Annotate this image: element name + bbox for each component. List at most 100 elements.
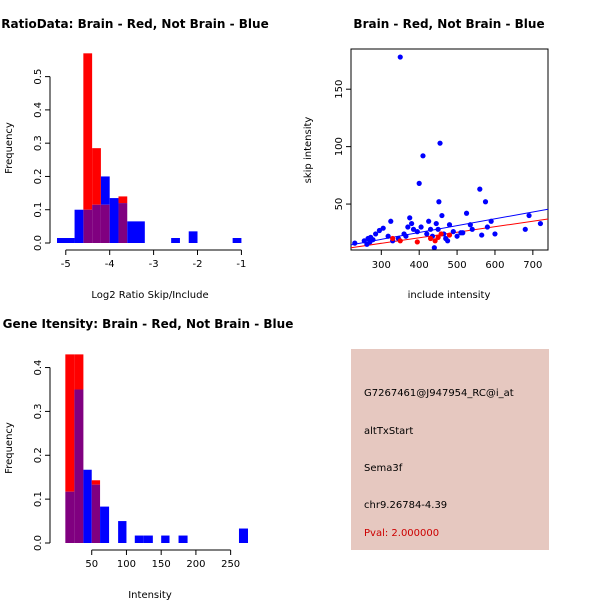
ratio-bar-overlap	[92, 204, 101, 243]
scatter-point-brain	[438, 231, 444, 237]
ratio-histogram-plot: -5 -4 -3 -2 -1 0.0 0.1 0.2 0.3 0.4 0.5	[33, 53, 246, 270]
gene-bar-not-brain	[134, 535, 144, 543]
ratio-bar-not-brain	[188, 231, 198, 243]
gene-bar-brain	[74, 354, 84, 390]
ratio-x-tick-label: -1	[236, 259, 246, 270]
gene-bar-not-brain	[100, 506, 110, 543]
scatter-point-brain	[432, 238, 438, 244]
ratio-histogram-xlabel: Log2 Ratio Skip/Include	[91, 290, 208, 301]
scatter-point-not-brain	[454, 233, 460, 239]
ratio-y-tick-label: 0.4	[33, 102, 44, 118]
ratio-y-tick-label: 0.3	[33, 135, 44, 151]
scatter-point-brain	[435, 234, 441, 240]
scatter-point-not-brain	[488, 218, 494, 224]
ratio-y-tick-label: 0.0	[33, 235, 44, 251]
gene-bar-not-brain	[178, 535, 188, 543]
gene-x-tick-label: 250	[221, 559, 240, 570]
scatter-x-tick-label: 300	[372, 260, 391, 271]
scatter-point-not-brain	[439, 212, 445, 219]
scatter-point-brain	[427, 235, 434, 242]
scatter-point-not-brain	[479, 232, 485, 238]
gene-y-tick-label: 0.4	[33, 360, 44, 376]
scatter-point-not-brain	[409, 220, 415, 227]
probe-info-background	[351, 349, 549, 550]
ratio-histogram-title: RatioData: Brain - Red, Not Brain - Blue	[1, 17, 268, 31]
ratio-bar-brain	[83, 53, 93, 210]
scatter-point-not-brain	[424, 231, 430, 237]
scatter-x-tick-label: 400	[410, 260, 429, 271]
gene-bar-not-brain	[118, 521, 127, 543]
scatter-x-tick-label: 500	[448, 260, 467, 271]
gene-y-tick-label: 0.2	[33, 447, 44, 463]
ratio-bar-overlap	[100, 204, 110, 243]
gene-bar-not-brain	[83, 469, 92, 543]
scatter-point-not-brain	[352, 240, 358, 246]
ratio-bar-brain	[92, 148, 101, 205]
gene-histogram-ylabel: Frequency	[4, 422, 15, 474]
gene-y-tick-label: 0.0	[33, 535, 44, 551]
ratio-y-tick-label: 0.2	[33, 168, 44, 184]
gene-x-tick-label: 150	[152, 559, 171, 570]
scatter-point-not-brain	[388, 218, 394, 224]
scatter-x-tick-label: 700	[523, 260, 542, 271]
scatter-point-not-brain	[370, 237, 376, 243]
gene-bar-overlap	[91, 484, 101, 543]
scatter-point-not-brain	[376, 227, 383, 234]
scatter-point-not-brain	[537, 220, 544, 227]
scatter-point-not-brain	[492, 231, 498, 237]
scatter-point-not-brain	[477, 186, 483, 192]
gene-bar-not-brain	[238, 528, 248, 543]
scatter-point-not-brain	[522, 226, 528, 232]
gene-intensity-histogram-panel: Gene Itensity: Brain - Red, Not Brain - …	[3, 317, 294, 600]
gene-name-text: Sema3f	[364, 463, 403, 474]
scatter-point-not-brain	[463, 210, 470, 216]
scatter-plot-frame	[350, 48, 549, 251]
probe-info-panel: G7267461@J947954_RC@i_at altTxStart Sema…	[351, 349, 549, 550]
scatter-point-not-brain	[431, 245, 437, 250]
scatter-point-not-brain	[435, 226, 441, 232]
ratio-y-tick-label: 0.5	[33, 69, 44, 85]
scatter-point-not-brain	[414, 229, 420, 235]
ratio-bar-not-brain	[74, 209, 84, 243]
scatter-point-brain	[446, 232, 453, 238]
ratio-histogram-ylabel: Frequency	[4, 122, 15, 174]
scatter-point-not-brain	[416, 180, 422, 186]
scatter-point-not-brain	[467, 222, 473, 228]
probe-id-text: G7267461@J947954_RC@i_at	[364, 388, 514, 399]
gene-x-tick-label: 50	[85, 559, 98, 570]
scatter-point-not-brain	[420, 153, 426, 159]
scatter-x-tick-label: 600	[485, 260, 504, 271]
location-text: chr9.26784-4.39	[364, 500, 447, 511]
event-type-text: altTxStart	[364, 426, 413, 437]
pval-text: Pval: 2.000000	[364, 528, 439, 539]
scatter-point-not-brain	[418, 224, 424, 230]
gene-bar-brain	[65, 354, 75, 492]
scatter-point-not-brain	[373, 231, 379, 237]
gene-bar-not-brain	[161, 535, 170, 543]
scatter-point-not-brain	[385, 233, 391, 239]
ratio-bar-not-brain	[100, 176, 110, 205]
scatter-point-not-brain	[427, 226, 434, 232]
scatter-y-tick-label: 100	[334, 137, 345, 156]
gene-x-tick-label: 200	[186, 559, 205, 570]
ratio-bar-overlap	[118, 203, 128, 243]
ratio-bar-brain	[118, 196, 128, 204]
gene-bar-brain	[91, 480, 101, 485]
scatter-y-tick-label: 150	[334, 80, 345, 99]
scatter-point-brain	[390, 235, 396, 242]
scatter-point-not-brain	[437, 140, 443, 146]
gene-y-tick-label: 0.3	[33, 403, 44, 419]
ratio-bar-not-brain	[171, 238, 180, 243]
scatter-xlabel: include intensity	[408, 290, 491, 301]
gene-bar-overlap	[65, 491, 75, 543]
ratio-histogram-panel: RatioData: Brain - Red, Not Brain - Blue…	[1, 17, 268, 301]
scatter-point-not-brain	[469, 226, 475, 232]
gene-bar-overlap	[74, 389, 84, 543]
scatter-point-not-brain	[433, 220, 439, 227]
scatter-point-not-brain	[410, 226, 417, 232]
scatter-point-brain	[397, 238, 403, 244]
scatter-point-not-brain	[397, 54, 403, 60]
ratio-bar-not-brain	[57, 238, 75, 243]
ratio-x-tick-label: -4	[105, 259, 115, 270]
